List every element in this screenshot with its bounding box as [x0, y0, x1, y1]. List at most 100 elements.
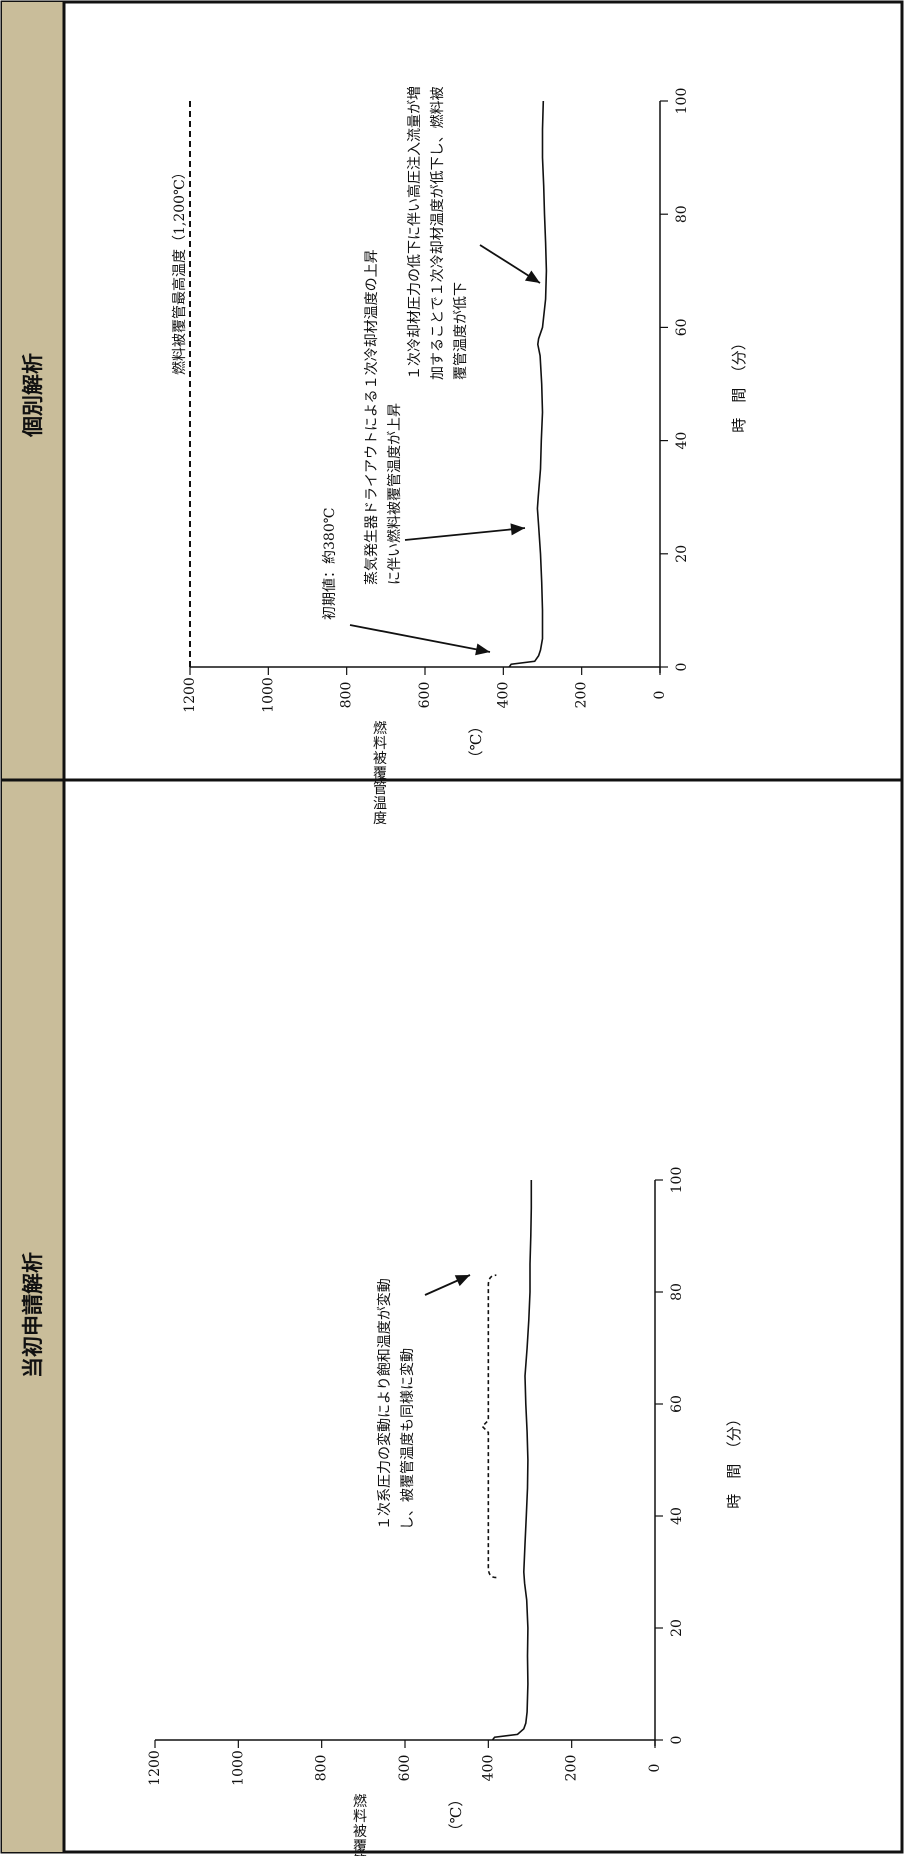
temp-tick-text: 1200	[182, 677, 198, 713]
time-tick-label-40: 40	[669, 1507, 685, 1525]
annotation-injection-2-text: 加することで１次冷却材温度が低下し、燃料被	[429, 86, 446, 380]
time-tick-text: 80	[674, 205, 690, 223]
time-tick-text: 20	[674, 545, 690, 563]
temp-axis-title-text: 燃料被覆管温度	[373, 720, 387, 827]
annotation-injection-2: 加することで１次冷却材温度が低下し、燃料被	[429, 86, 446, 380]
temp-tick-label-0: 0	[647, 1764, 663, 1773]
time-tick-text: 40	[674, 432, 690, 450]
time-tick-text: 80	[669, 1283, 685, 1301]
annotation-dryout-1-text: 蒸気発生器ドライアウトによる１次冷却材温度の上昇	[364, 249, 380, 585]
annotation-pressure-1-text: １次系圧力の変動により飽和温度が変動	[376, 1278, 393, 1530]
panel-header-text: 個別解析	[21, 353, 45, 438]
temp-tick-text: 0	[647, 1764, 663, 1773]
arrow-injection-head	[524, 270, 540, 283]
time-tick-text: 100	[674, 88, 690, 115]
annotation-max-temp-text: 燃料被覆管最高温度（1,200℃）	[171, 165, 188, 375]
annotation-initial-value-text: 初期値：約380℃	[321, 508, 338, 620]
temp-tick-text: 200	[564, 1755, 580, 1782]
annotation-dryout-2: に伴い燃料被覆管温度が上昇	[386, 403, 403, 585]
annotation-initial-value: 初期値：約380℃	[321, 508, 338, 620]
temp-tick-label-600: 600	[417, 682, 433, 709]
temp-axis-title-text: 燃料被覆管温度	[353, 1793, 367, 1861]
arrow-initial	[349, 624, 491, 653]
annotation-injection-3: 覆管温度が低下	[453, 282, 469, 380]
temp-tick-label-0: 0	[652, 691, 668, 700]
svg-text:被: 被	[353, 1824, 367, 1840]
svg-text:覆: 覆	[373, 766, 387, 782]
temp-tick-text: 600	[417, 682, 433, 709]
annotation-injection-3-text: 覆管温度が低下	[453, 282, 469, 380]
time-tick-text: 40	[669, 1507, 685, 1525]
temp-tick-text: 800	[339, 682, 355, 709]
time-tick-text: 60	[674, 318, 690, 336]
temp-tick-text: 0	[652, 691, 668, 700]
time-tick-label-0: 0	[674, 663, 690, 672]
time-tick-label-60: 60	[674, 318, 690, 336]
time-tick-label-20: 20	[674, 545, 690, 563]
svg-text:燃: 燃	[353, 1793, 367, 1810]
temp-axis-title: 燃料被覆管温度 （℃）	[353, 1792, 465, 1861]
panel-header-1: 個別解析	[21, 353, 45, 438]
series-1-solid	[491, 1180, 533, 1741]
svg-text:温: 温	[373, 796, 387, 812]
annotation-injection-1-text: １次冷却材圧力の低下に伴い高圧注入流量が増	[406, 86, 423, 380]
annotation-pressure-1: １次系圧力の変動により飽和温度が変動	[376, 1278, 393, 1530]
temp-tick-label-1000: 1000	[230, 1750, 246, 1786]
arrow-pressure-head	[454, 1275, 470, 1287]
temp-tick-text: 1200	[147, 1750, 163, 1786]
panel-header-2: 当初申請解析	[21, 1252, 45, 1378]
temp-tick-text: 1000	[230, 1750, 246, 1786]
time-tick-label-60: 60	[669, 1395, 685, 1413]
temp-unit-text: （℃）	[447, 1792, 465, 1839]
temp-tick-text: 600	[397, 1755, 413, 1782]
temp-tick-text: 1000	[260, 677, 276, 713]
temp-tick-label-1000: 1000	[260, 677, 276, 713]
time-tick-label-100: 100	[669, 1167, 685, 1194]
svg-text:料: 料	[373, 736, 387, 752]
annotation-injection-1: １次冷却材圧力の低下に伴い高圧注入流量が増	[406, 86, 423, 380]
time-axis-title-text: 時 間 （分）	[730, 335, 748, 433]
temp-tick-label-1200: 1200	[147, 1750, 163, 1786]
annotation-pressure-2-text: し、被覆管温度も同様に変動	[399, 1348, 416, 1530]
svg-text:覆: 覆	[353, 1839, 367, 1855]
temp-tick-text: 200	[574, 682, 590, 709]
temp-tick-text: 800	[314, 1755, 330, 1782]
temp-tick-label-200: 200	[564, 1755, 580, 1782]
time-tick-label-40: 40	[674, 432, 690, 450]
annotation-dryout-1: 蒸気発生器ドライアウトによる１次冷却材温度の上昇	[364, 249, 380, 585]
svg-text:管: 管	[373, 781, 387, 797]
arrow-initial-head	[475, 643, 490, 656]
temp-tick-label-400: 400	[495, 682, 511, 709]
time-axis-title-text: 時 間 （分）	[725, 1411, 743, 1509]
time-tick-text: 0	[669, 1736, 685, 1745]
svg-text:度: 度	[373, 811, 387, 827]
fluctuation-bracket	[481, 1274, 497, 1579]
svg-text:被: 被	[373, 751, 387, 767]
temp-tick-label-600: 600	[397, 1755, 413, 1782]
temp-tick-text: 400	[480, 1755, 496, 1782]
temp-tick-label-200: 200	[574, 682, 590, 709]
temp-tick-text: 400	[495, 682, 511, 709]
temp-tick-label-1200: 1200	[182, 677, 198, 713]
temp-tick-label-800: 800	[339, 682, 355, 709]
svg-text:燃: 燃	[373, 720, 387, 737]
time-tick-label-80: 80	[674, 205, 690, 223]
temp-tick-label-400: 400	[480, 1755, 496, 1782]
arrow-dryout-head	[510, 523, 525, 536]
annotation-max-temp: 燃料被覆管最高温度（1,200℃）	[171, 165, 188, 375]
temp-axis-title: 燃料被覆管温度 （℃）	[373, 719, 485, 827]
temp-unit-text: （℃）	[467, 719, 485, 766]
panel-header-text: 当初申請解析	[21, 1252, 45, 1378]
time-tick-text: 100	[669, 1167, 685, 1194]
time-axis-title: 時 間 （分）	[725, 1411, 743, 1509]
time-axis-title: 時 間 （分）	[730, 335, 748, 433]
time-tick-label-20: 20	[669, 1619, 685, 1637]
time-tick-text: 0	[674, 663, 690, 672]
annotation-dryout-2-text: に伴い燃料被覆管温度が上昇	[386, 403, 403, 585]
time-tick-text: 20	[669, 1619, 685, 1637]
time-tick-label-100: 100	[674, 88, 690, 115]
header-bar	[2, 2, 64, 1852]
